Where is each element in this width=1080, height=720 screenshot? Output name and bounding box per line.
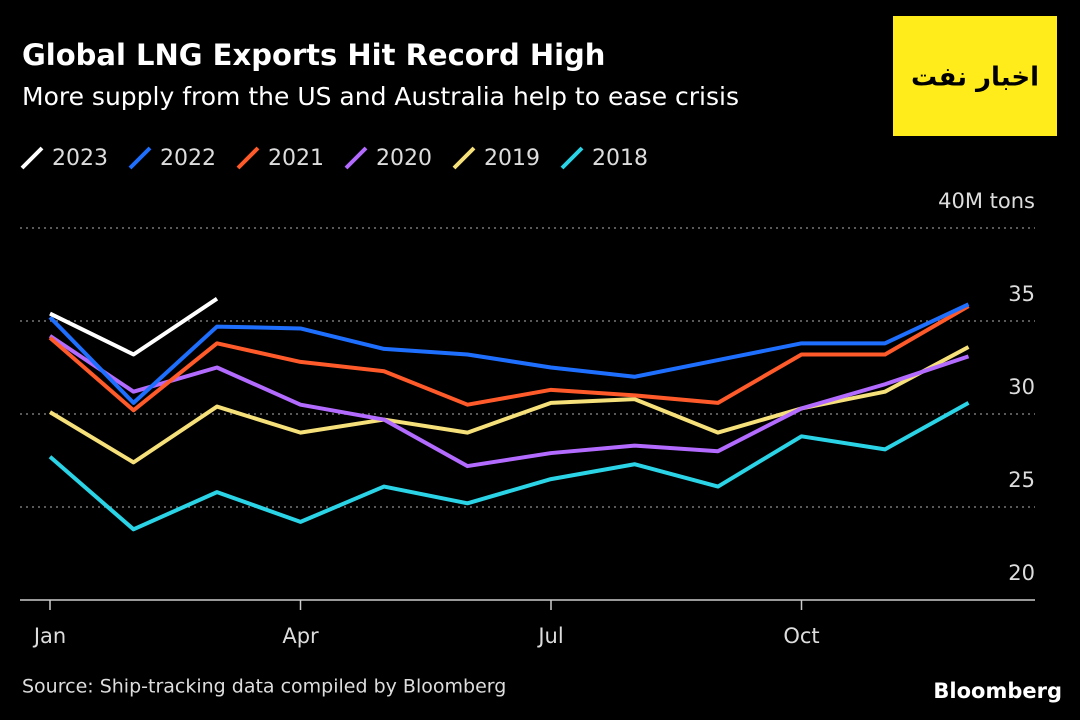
legend-label: 2022 bbox=[160, 146, 216, 171]
series-line bbox=[48, 302, 970, 405]
legend-swatch bbox=[452, 146, 476, 170]
legend-swatch bbox=[20, 146, 44, 170]
series-line bbox=[49, 297, 219, 357]
chart-subtitle: More supply from the US and Australia he… bbox=[22, 82, 739, 111]
logo-box bbox=[893, 16, 1057, 136]
legend-swatch bbox=[344, 146, 368, 170]
x-tick-label: Jan bbox=[32, 624, 66, 648]
legend-label: 2019 bbox=[484, 146, 540, 171]
x-tick-label: Jul bbox=[536, 624, 563, 648]
y-tick-label: 30 bbox=[1008, 375, 1035, 399]
y-tick-label: 35 bbox=[1008, 282, 1035, 306]
logo-text: اخبار نفت bbox=[911, 63, 1039, 93]
y-tick-label: 25 bbox=[1008, 468, 1035, 492]
series-line bbox=[48, 304, 970, 413]
legend-swatch bbox=[560, 146, 584, 170]
source: Source: Ship-tracking data compiled by B… bbox=[22, 676, 506, 698]
legend-label: 2018 bbox=[592, 146, 648, 171]
legend-label: 2023 bbox=[52, 146, 108, 171]
brand: Bloomberg bbox=[933, 679, 1062, 703]
y-tick-label: 20 bbox=[1008, 561, 1035, 585]
legend-label: 2020 bbox=[376, 146, 432, 171]
legend-label: 2021 bbox=[268, 146, 324, 171]
series-line bbox=[48, 334, 970, 469]
x-tick-label: Apr bbox=[282, 624, 319, 648]
x-tick-label: Oct bbox=[783, 624, 819, 648]
chart-title: Global LNG Exports Hit Record High bbox=[22, 38, 605, 72]
legend-swatch bbox=[236, 146, 260, 170]
series-line bbox=[48, 401, 970, 532]
legend-swatch bbox=[128, 146, 152, 170]
y-tick-label: 40M tons bbox=[938, 189, 1035, 213]
